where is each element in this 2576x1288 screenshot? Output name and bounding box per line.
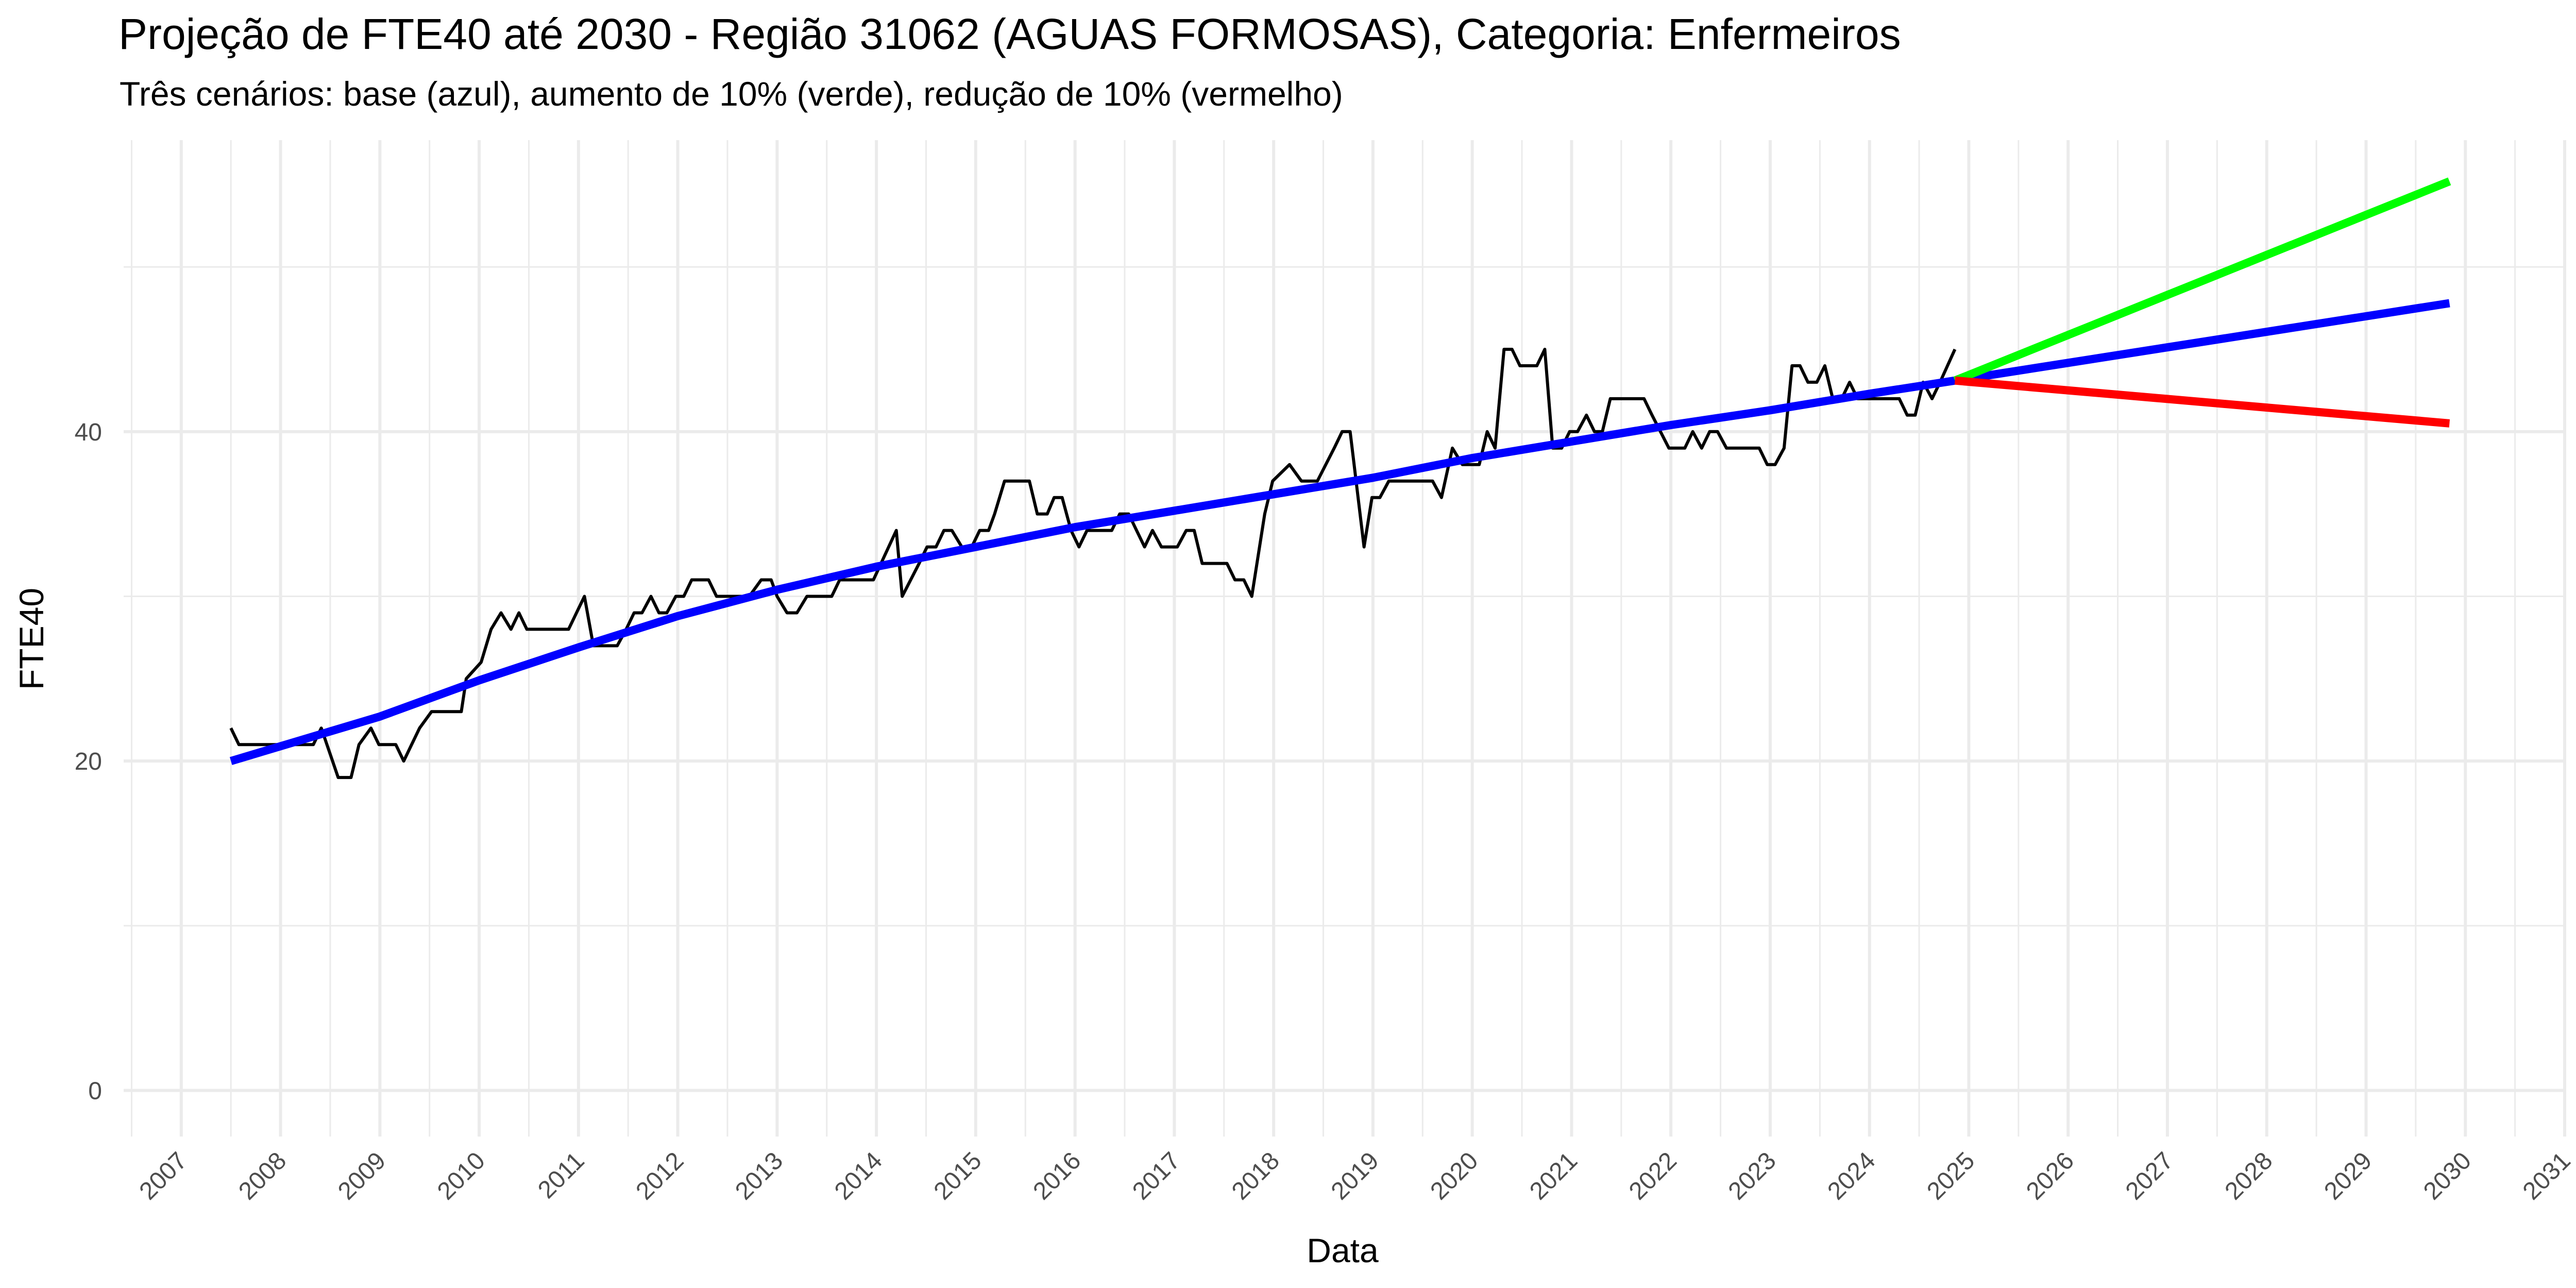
marks [229,177,2451,779]
grid [124,140,2566,1137]
y-tick-label: 20 [75,748,102,775]
series-line [1954,376,2450,428]
chart-subtitle: Três cenários: base (azul), aumento de 1… [120,75,1343,113]
series-line [1953,177,2451,385]
series-line [229,348,1957,779]
y-tick-label: 0 [88,1077,102,1105]
chart-title: Projeção de FTE40 até 2030 - Região 3106… [118,10,1901,58]
y-axis-title: FTE40 [12,588,50,690]
y-tick-label: 40 [75,419,102,446]
x-axis-title: Data [1307,1231,1379,1269]
series-line [229,299,2450,765]
